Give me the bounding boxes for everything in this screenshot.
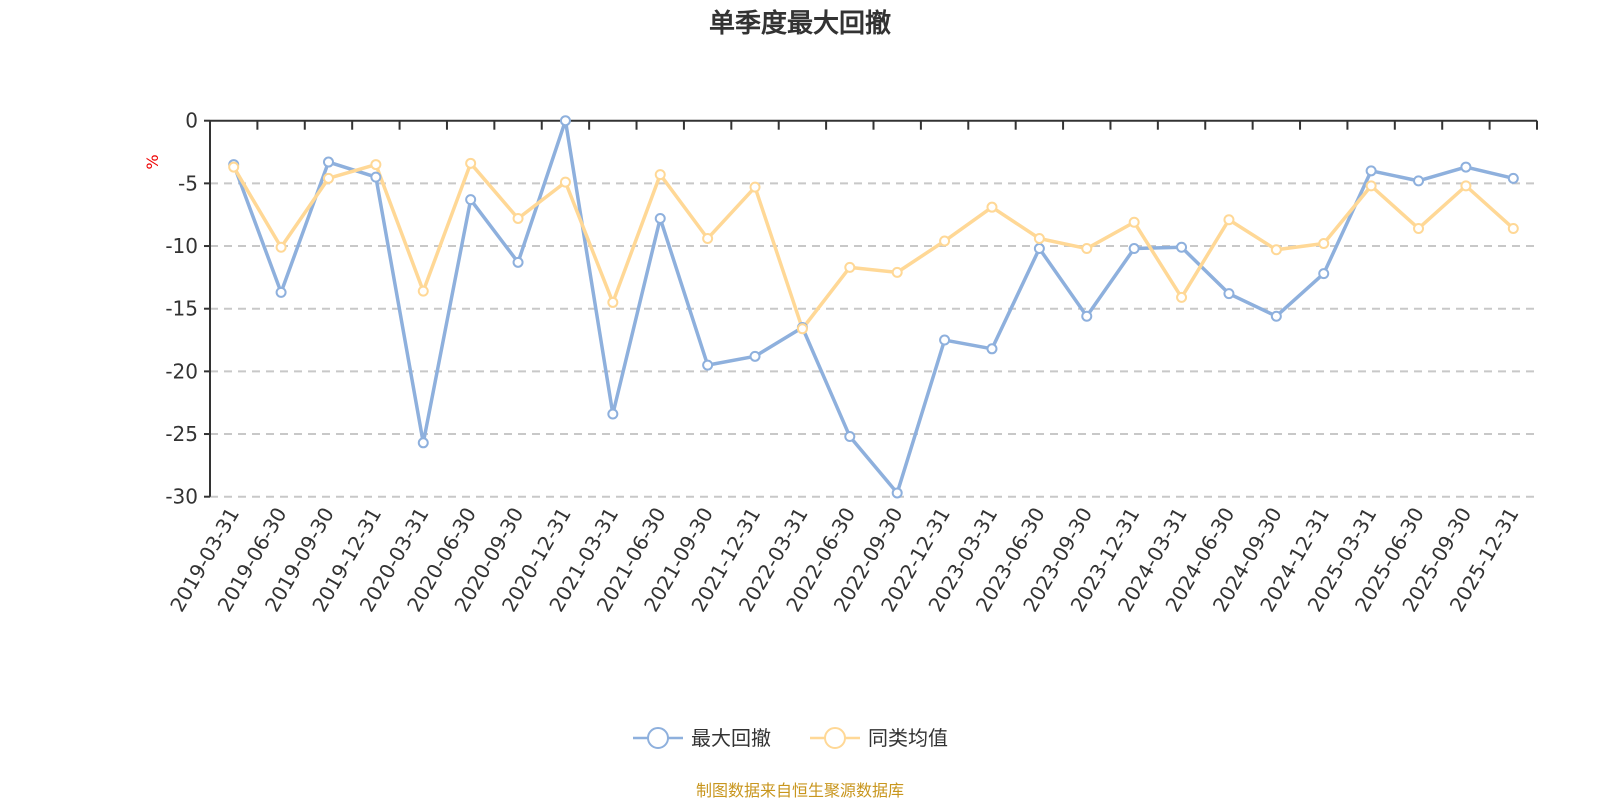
legend-item-1[interactable]: 同类均值	[810, 726, 948, 750]
data-point[interactable]	[702, 233, 714, 245]
y-axis-unit: %	[143, 154, 162, 169]
data-point[interactable]	[275, 241, 287, 253]
data-point[interactable]	[1270, 310, 1282, 322]
data-point[interactable]	[559, 115, 571, 127]
data-point[interactable]	[465, 194, 477, 206]
data-point[interactable]	[986, 201, 998, 213]
data-point[interactable]	[559, 176, 571, 188]
data-point[interactable]	[1176, 291, 1188, 303]
y-tick-label: -30	[165, 485, 198, 509]
data-point[interactable]	[1460, 180, 1472, 192]
chart-title: 单季度最大回撤	[709, 8, 891, 39]
data-point[interactable]	[417, 437, 429, 449]
data-point[interactable]	[749, 181, 761, 193]
data-point[interactable]	[1176, 241, 1188, 253]
y-tick-label: 0	[185, 109, 198, 133]
data-point[interactable]	[1128, 243, 1140, 255]
data-point[interactable]	[322, 172, 334, 184]
y-tick-label: -5	[178, 171, 198, 195]
data-point[interactable]	[1081, 310, 1093, 322]
legend-label: 最大回撤	[691, 726, 771, 750]
data-point[interactable]	[939, 235, 951, 247]
series-line-0	[232, 118, 1514, 495]
data-point[interactable]	[1223, 214, 1235, 226]
legend-item-0[interactable]: 最大回撤	[633, 726, 771, 750]
data-point[interactable]	[1318, 238, 1330, 250]
data-point[interactable]	[1413, 175, 1425, 187]
data-point[interactable]	[1128, 216, 1140, 228]
data-point[interactable]	[417, 285, 429, 297]
data-point[interactable]	[1365, 165, 1377, 177]
data-point[interactable]	[1318, 268, 1330, 280]
data-point[interactable]	[1507, 172, 1519, 184]
data-point[interactable]	[370, 159, 382, 171]
data-point[interactable]	[275, 286, 287, 298]
data-point[interactable]	[512, 212, 524, 224]
data-point[interactable]	[1223, 288, 1235, 300]
data-point[interactable]	[1033, 243, 1045, 255]
series-line-1	[232, 161, 1515, 331]
data-point[interactable]	[702, 359, 714, 371]
data-point[interactable]	[891, 487, 903, 499]
data-point[interactable]	[512, 256, 524, 268]
data-point[interactable]	[1270, 244, 1282, 256]
data-point[interactable]	[749, 350, 761, 362]
data-point[interactable]	[986, 343, 998, 355]
data-point[interactable]	[1365, 180, 1377, 192]
data-point[interactable]	[939, 334, 951, 346]
data-point[interactable]	[844, 431, 856, 443]
data-point[interactable]	[844, 261, 856, 273]
data-point[interactable]	[1081, 243, 1093, 255]
data-point[interactable]	[465, 157, 477, 169]
data-point[interactable]	[1460, 161, 1472, 173]
data-point[interactable]	[796, 323, 808, 335]
data-point[interactable]	[891, 266, 903, 278]
data-point[interactable]	[607, 408, 619, 420]
data-point[interactable]	[1413, 222, 1425, 234]
legend-circle-icon	[824, 727, 846, 749]
y-tick-label: -15	[165, 297, 198, 321]
data-point[interactable]	[322, 156, 334, 168]
legend-circle-icon	[647, 727, 669, 749]
data-source-note: 制图数据来自恒生聚源数据库	[696, 781, 904, 800]
data-point[interactable]	[228, 161, 240, 173]
y-tick-label: -25	[165, 422, 198, 446]
data-point[interactable]	[654, 212, 666, 224]
y-tick-label: -10	[165, 234, 198, 258]
data-point[interactable]	[1033, 233, 1045, 245]
data-point[interactable]	[370, 171, 382, 183]
y-tick-label: -20	[165, 359, 198, 383]
data-point[interactable]	[607, 296, 619, 308]
data-point[interactable]	[654, 169, 666, 181]
legend-label: 同类均值	[868, 726, 948, 750]
data-point[interactable]	[1507, 222, 1519, 234]
